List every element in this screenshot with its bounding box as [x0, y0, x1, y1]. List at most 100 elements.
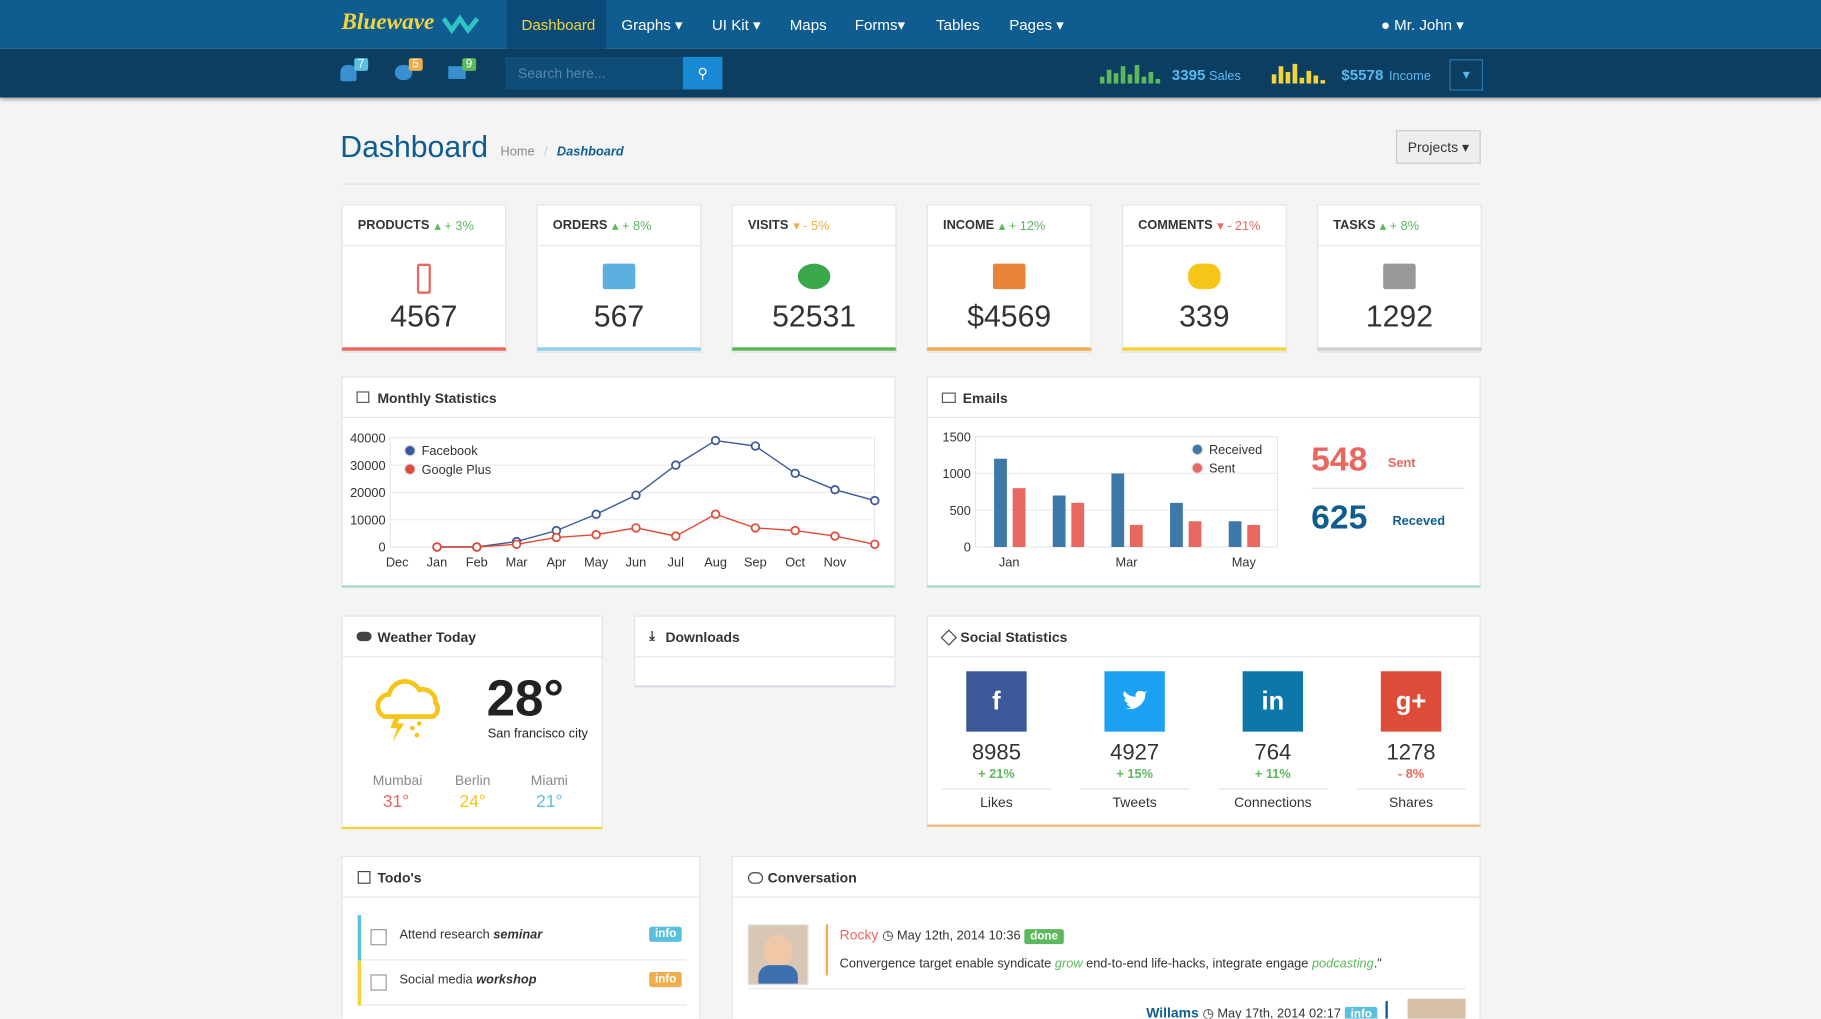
arrow: ▴ [612, 219, 619, 234]
crumb: Dashboard [556, 145, 624, 160]
nav-item[interactable]: Maps [789, 16, 827, 34]
nav-item[interactable]: Graphs ▾ [621, 16, 683, 34]
projects-button[interactable]: Projects ▾ [1395, 130, 1481, 164]
divider [341, 183, 1480, 185]
tile-icon [992, 263, 1026, 290]
bar [1170, 502, 1183, 547]
point [551, 532, 562, 543]
arrow: ▾ [1217, 219, 1224, 234]
user-menu[interactable]: ● Mr. John ▾ [1380, 16, 1464, 34]
nav-item[interactable]: Forms▾ [854, 16, 906, 34]
x-tick-label: Jun [626, 555, 647, 570]
y-tick-label: 20000 [350, 485, 386, 500]
panel-title: Monthly Statistics [377, 390, 497, 407]
emphasis: workshop [476, 973, 537, 988]
text: Social media [399, 973, 477, 988]
legend-swatch [1191, 462, 1204, 474]
panel-title: Emails [962, 390, 1008, 407]
subbar [0, 48, 1821, 98]
divider [941, 788, 1052, 790]
tile-icon [1383, 263, 1416, 290]
point [671, 531, 681, 541]
button-text: Projects [1407, 139, 1459, 156]
crumb[interactable]: Home [500, 145, 535, 160]
nav-item[interactable]: Dashboard [521, 16, 596, 34]
social-icon[interactable]: in [1242, 671, 1304, 732]
weather-icon [375, 679, 440, 743]
status-tag: info [1344, 1006, 1378, 1019]
badge: 5 [408, 58, 423, 71]
tile-label: ORDERS [552, 218, 608, 233]
author[interactable]: Rocky [839, 926, 879, 944]
sent-label: Sent [1387, 456, 1416, 471]
social-value: 4927 [1110, 740, 1160, 766]
tile-label: VISITS [747, 218, 789, 233]
city-name: Berlin [454, 772, 491, 789]
panel-title: Weather Today [377, 629, 477, 646]
brand[interactable]: Bluewave [341, 9, 435, 35]
tile-change: ▾ - 5% [793, 218, 829, 233]
stat-tile: INCOME ▴ + 12% $4569 [926, 204, 1092, 351]
monthly-panel: Monthly Statistics [341, 376, 896, 588]
message-bar [825, 924, 829, 976]
x-tick-label: May [584, 555, 609, 570]
social-label: Connections [1234, 794, 1312, 811]
checkbox[interactable] [370, 974, 387, 991]
nav-item[interactable]: Tables [936, 16, 980, 34]
point [870, 539, 880, 549]
toggle-button[interactable]: ▾ [1449, 59, 1484, 91]
nav-text: Forms [854, 16, 898, 34]
social-icon[interactable]: g+ [1380, 671, 1442, 732]
bar [1071, 502, 1085, 547]
point [750, 441, 761, 451]
divider [1311, 487, 1465, 489]
stat-tile: COMMENTS ▾ - 21% 339 [1121, 204, 1287, 351]
bar [1228, 521, 1242, 547]
social-icon[interactable]: f [966, 671, 1027, 732]
tile-value: 4567 [390, 298, 458, 334]
divider [1218, 788, 1328, 790]
series-line [436, 439, 875, 548]
x-tick-label: Mar [506, 555, 529, 570]
income-label: Income [1388, 69, 1431, 84]
nav-item[interactable]: Pages ▾ [1009, 16, 1064, 34]
x-tick-label: Dec [386, 555, 409, 570]
page-title: Dashboard [340, 128, 489, 164]
calendar-icon [356, 391, 370, 403]
stat-tile: PRODUCTS ▴ + 3% 4567 [341, 204, 507, 351]
social-value: 764 [1254, 740, 1292, 766]
search-button[interactable]: ⚲ [682, 56, 723, 90]
social-value: 8985 [971, 740, 1021, 766]
mail-icon[interactable] [448, 66, 466, 79]
y-tick-label: 500 [950, 503, 971, 518]
bar [1012, 488, 1026, 547]
time: May 12th, 2014 10:36 [896, 929, 1021, 944]
panel-title: Downloads [665, 629, 740, 646]
chat-icon[interactable] [394, 65, 413, 81]
nav-active [506, 0, 607, 49]
legend-swatch [404, 463, 416, 475]
bar [1052, 495, 1066, 547]
nav-item[interactable]: UI Kit ▾ [711, 16, 761, 34]
point [710, 435, 721, 446]
social-label: Tweets [1112, 794, 1157, 811]
point [870, 495, 880, 506]
author[interactable]: Willams [1146, 1004, 1199, 1019]
text: Attend research [399, 927, 494, 942]
tile-header-line [927, 245, 1091, 247]
x-tick-label: Apr [546, 555, 567, 570]
time: May 17th, 2014 02:17 [1217, 1006, 1341, 1019]
x-tick-label: Sep [744, 555, 767, 570]
nav-text: UI Kit [711, 16, 749, 34]
tile-icon [1188, 263, 1221, 290]
search-input[interactable]: Search here... [505, 56, 683, 90]
social-icon[interactable] [1104, 671, 1165, 732]
point [631, 490, 641, 500]
bell-icon[interactable] [340, 65, 357, 82]
sales-label: Sales [1208, 69, 1241, 84]
todo-text: Attend research seminar [400, 928, 543, 942]
tile-change: ▴ + 8% [1380, 218, 1419, 233]
checkbox[interactable] [370, 929, 387, 946]
